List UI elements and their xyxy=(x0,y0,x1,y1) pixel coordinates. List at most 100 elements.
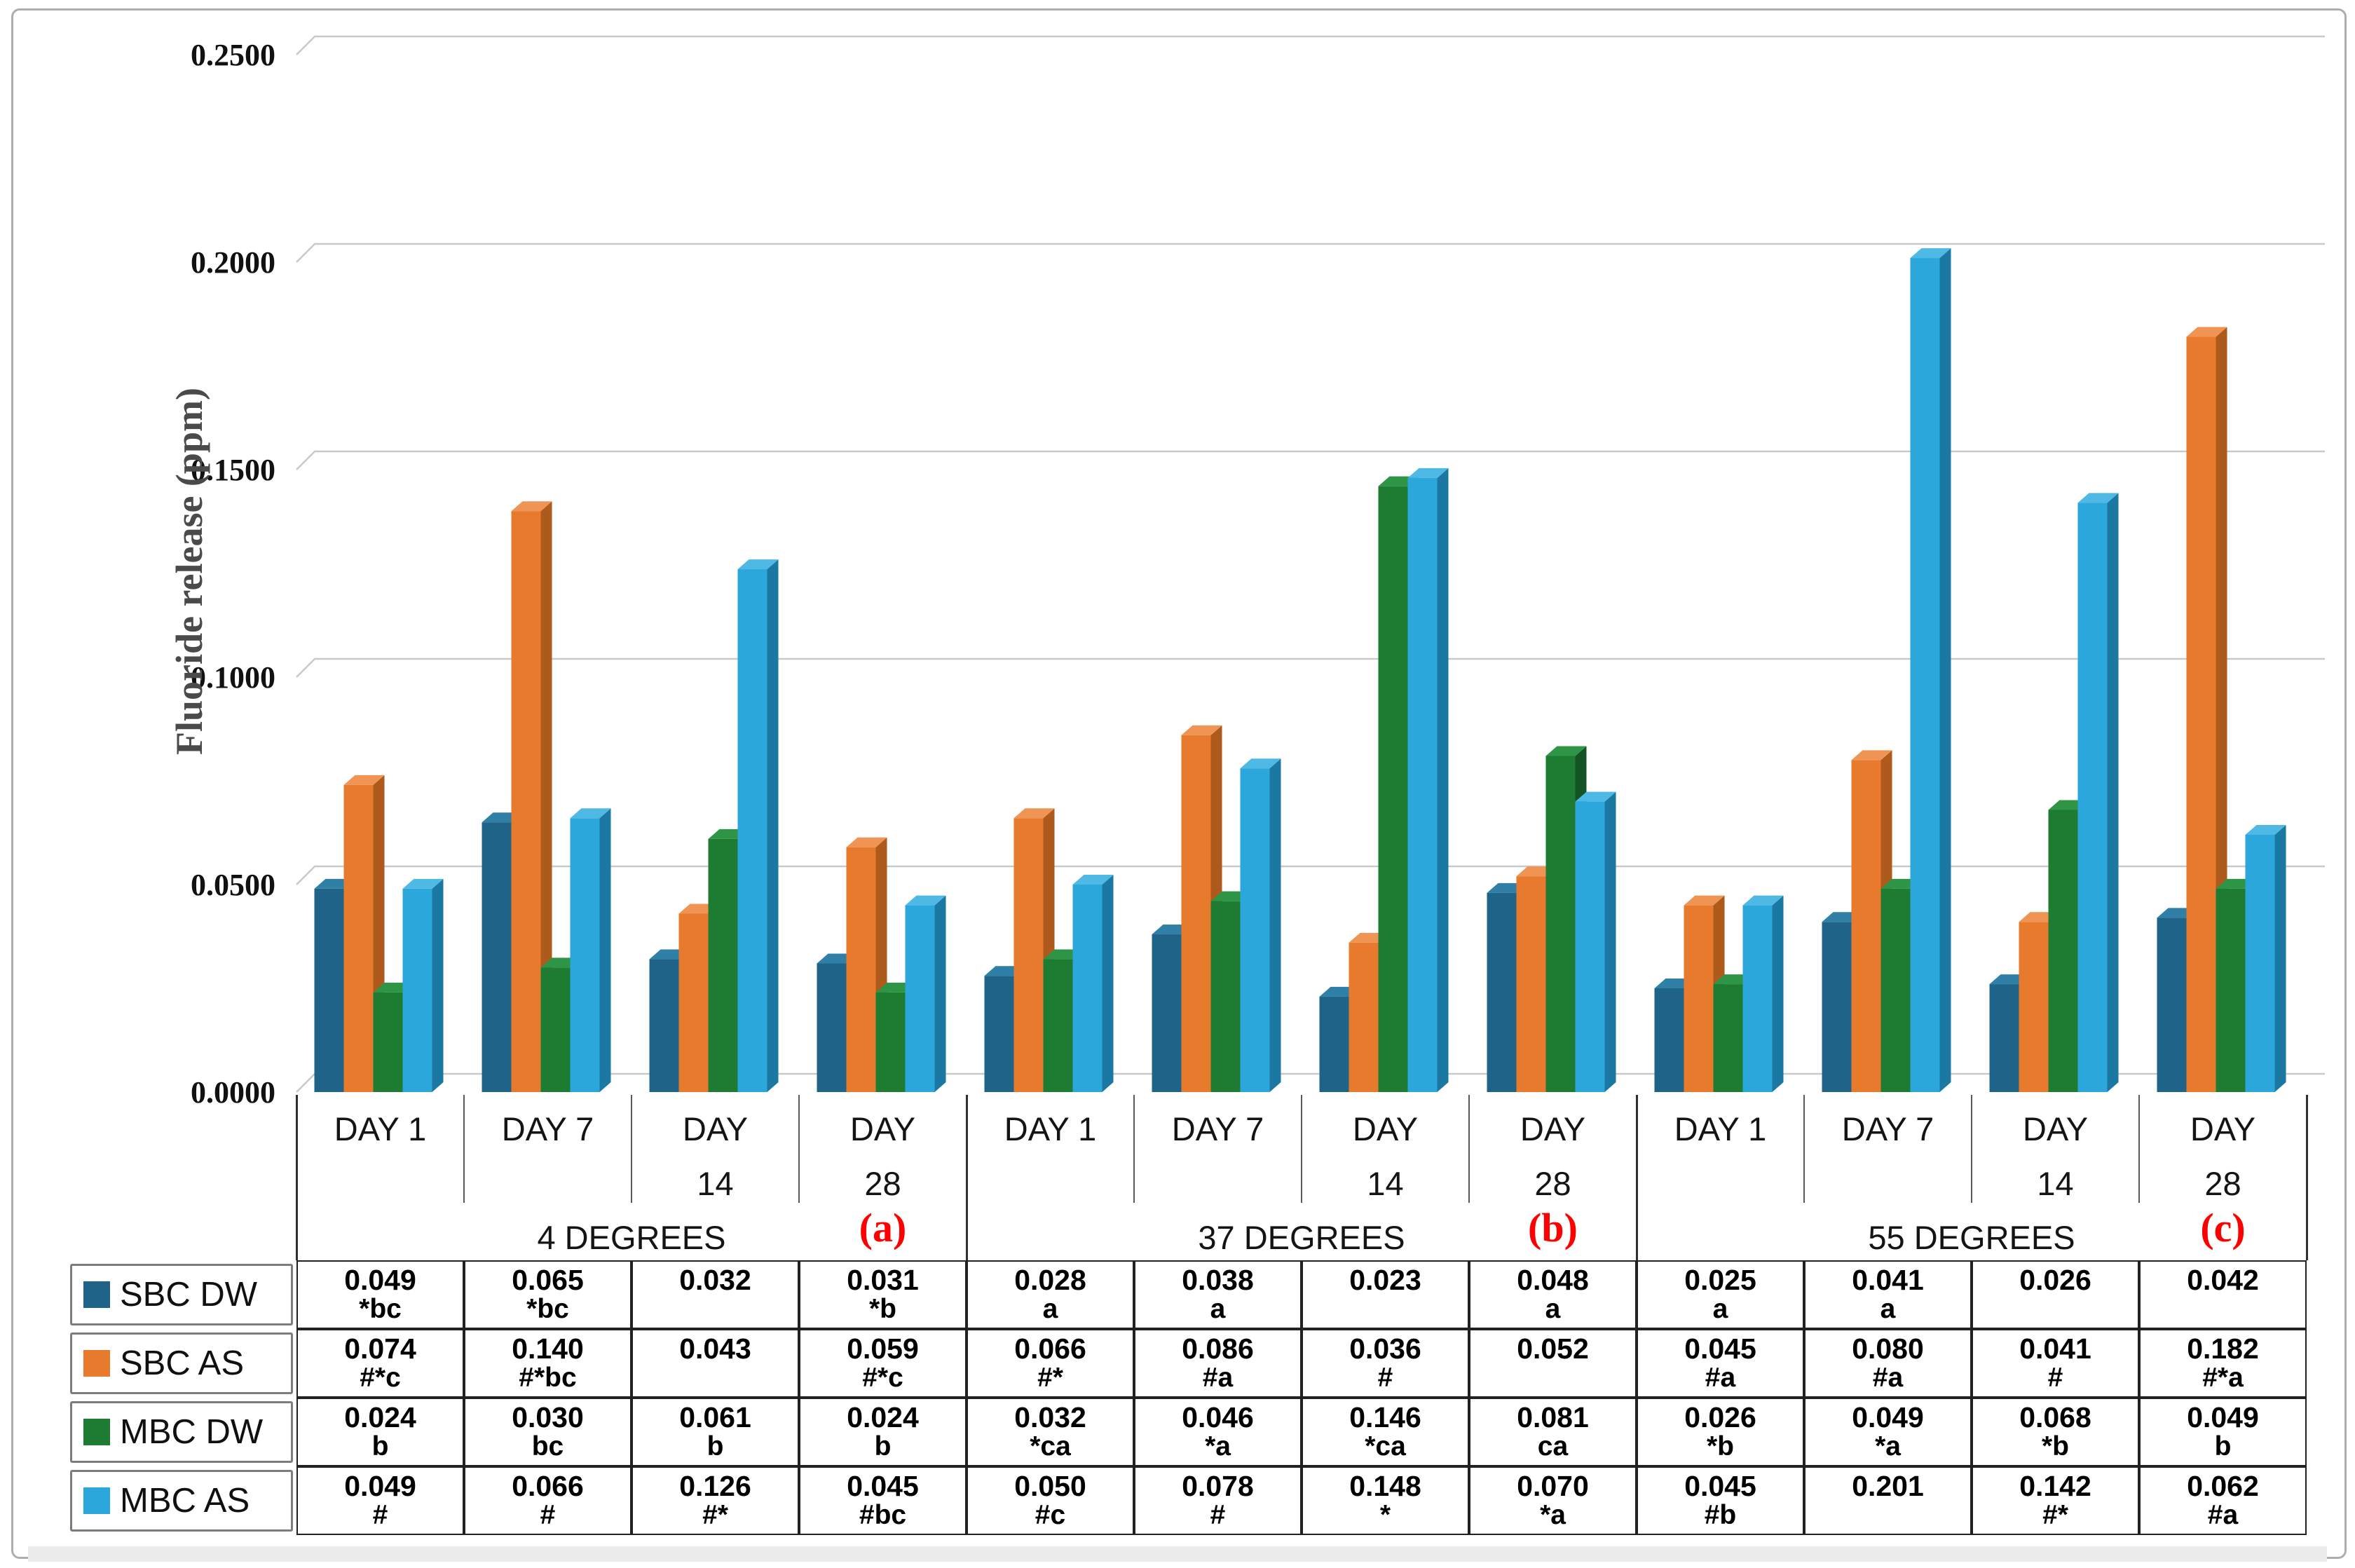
bar-SBC-DW-7 xyxy=(1487,892,1517,1092)
table-cell-SBC-DW-11: 0.042 xyxy=(2139,1260,2307,1329)
cell-value: 0.028 xyxy=(1014,1264,1086,1296)
cell-value: 0.081 xyxy=(1517,1401,1589,1433)
day-header: DAY 7 xyxy=(464,1102,632,1157)
bar-SBC-DW-10 xyxy=(1989,984,2019,1092)
cell-value: 0.049 xyxy=(344,1264,416,1296)
cell-value: 0.052 xyxy=(1517,1332,1589,1365)
cell-value: 0.049 xyxy=(344,1470,416,1502)
cell-value: 0.061 xyxy=(679,1401,751,1433)
bar-SBC-AS-1 xyxy=(511,511,541,1092)
day-header: DAY 28 xyxy=(2139,1102,2307,1211)
day-separator-line xyxy=(1468,1095,1470,1203)
cell-value: 0.126 xyxy=(679,1470,751,1502)
bar-top-MBC-AS-4 xyxy=(1072,875,1114,885)
table-cell-MBC-DW-8: 0.026 *b xyxy=(1637,1398,1804,1466)
bar-MBC-AS-10 xyxy=(2077,503,2108,1092)
cell-value: 0.023 xyxy=(1349,1264,1421,1296)
bar-SBC-DW-3 xyxy=(817,963,847,1092)
bar-top-MBC-AS-10 xyxy=(2077,493,2119,503)
cell-note: * xyxy=(1379,1500,1391,1531)
day-header-line: DAY 1 xyxy=(1004,1110,1097,1147)
bar-MBC-AS-1 xyxy=(570,818,600,1092)
bar-top-MBC-AS-9 xyxy=(1910,248,1951,259)
bar-MBC-AS-11 xyxy=(2245,834,2275,1092)
bar-MBC-AS-2 xyxy=(737,569,767,1092)
bar-MBC-DW-0 xyxy=(373,992,403,1092)
cell-note: *b xyxy=(869,1294,896,1325)
panel-letter: (c) xyxy=(2200,1205,2246,1250)
bar-MBC-AS-5 xyxy=(1240,768,1270,1092)
day-header: DAY 28 xyxy=(1469,1102,1637,1211)
cell-note: # xyxy=(540,1500,556,1531)
bar-side-SBC-AS-1 xyxy=(540,501,552,1092)
bar-MBC-AS-0 xyxy=(402,888,432,1092)
y-axis-title: Fluoride release (ppm) xyxy=(168,388,210,755)
bar-top-SBC-AS-3 xyxy=(846,837,887,847)
bar-top-MBC-AS-0 xyxy=(402,878,444,889)
cell-value: 0.045 xyxy=(1684,1470,1756,1502)
bar-SBC-AS-11 xyxy=(2186,336,2216,1092)
bar-SBC-AS-10 xyxy=(2019,922,2049,1092)
cell-note: a xyxy=(1042,1294,1058,1325)
day-header-line: DAY xyxy=(682,1110,749,1147)
cell-value: 0.026 xyxy=(1684,1401,1756,1433)
cell-note: #a xyxy=(1705,1363,1736,1393)
cell-value: 0.036 xyxy=(1349,1332,1421,1365)
table-cell-MBC-DW-6: 0.146 *ca xyxy=(1302,1398,1469,1466)
gridline xyxy=(296,450,2325,470)
cell-value: 0.148 xyxy=(1349,1470,1421,1502)
legend-item: SBC DW xyxy=(70,1264,293,1325)
bar-MBC-DW-9 xyxy=(1880,888,1911,1092)
bar-top-MBC-AS-3 xyxy=(905,895,946,906)
cell-value: 0.146 xyxy=(1349,1401,1421,1433)
bar-SBC-AS-2 xyxy=(678,913,709,1092)
day-header-line: DAY xyxy=(849,1110,916,1147)
day-header-line: 14 xyxy=(2037,1165,2074,1202)
cell-value: 0.041 xyxy=(1852,1264,1924,1296)
y-tick-label: 0.1000 xyxy=(191,660,275,695)
cell-value: 0.086 xyxy=(1182,1332,1254,1365)
bar-side-MBC-AS-5 xyxy=(1269,758,1281,1092)
table-cell-MBC-AS-11: 0.062 #a xyxy=(2139,1466,2307,1535)
cell-note: a xyxy=(1880,1294,1896,1325)
bar-side-MBC-AS-1 xyxy=(599,808,611,1092)
bar-side-MBC-AS-4 xyxy=(1102,875,1114,1092)
cell-note: #* xyxy=(1037,1363,1063,1393)
cell-value: 0.066 xyxy=(512,1470,584,1502)
y-tick-label: 0.0000 xyxy=(191,1075,275,1110)
table-cell-MBC-DW-4: 0.032 *ca xyxy=(967,1398,1134,1466)
table-cell-SBC-AS-0: 0.074 #*c xyxy=(296,1329,464,1398)
cell-note: *a xyxy=(1875,1431,1901,1462)
cell-note: *ca xyxy=(1365,1431,1406,1462)
cell-value: 0.045 xyxy=(1684,1332,1756,1365)
day-header: DAY 14 xyxy=(1302,1102,1469,1211)
day-header-line: 28 xyxy=(1534,1165,1571,1202)
cell-note: *bc xyxy=(359,1294,402,1325)
cell-note: b xyxy=(706,1431,724,1462)
legend-item: SBC AS xyxy=(70,1332,293,1394)
bar-top-MBC-AS-2 xyxy=(737,559,779,570)
day-header-line: DAY xyxy=(2190,1110,2256,1147)
bar-SBC-DW-2 xyxy=(649,959,679,1092)
table-cell-SBC-AS-1: 0.140 #*bc xyxy=(464,1329,632,1398)
table-cell-SBC-AS-2: 0.043 xyxy=(632,1329,799,1398)
bar-top-SBC-AS-8 xyxy=(1684,895,1725,906)
table-cell-MBC-AS-4: 0.050 #c xyxy=(967,1466,1134,1535)
group-boundary-line xyxy=(2305,1095,2308,1260)
y-tick-label: 0.2000 xyxy=(191,245,275,280)
bar-MBC-AS-3 xyxy=(905,905,935,1092)
cell-note: *bc xyxy=(526,1294,569,1325)
cell-note: b xyxy=(874,1431,892,1462)
bar-MBC-AS-7 xyxy=(1575,801,1605,1092)
table-cell-MBC-DW-0: 0.024 b xyxy=(296,1398,464,1466)
day-header: DAY 7 xyxy=(1134,1102,1302,1157)
bar-SBC-AS-6 xyxy=(1349,942,1379,1092)
bar-top-SBC-AS-4 xyxy=(1013,808,1055,819)
bar-side-MBC-AS-8 xyxy=(1772,895,1784,1092)
cell-value: 0.049 xyxy=(1852,1401,1924,1433)
table-cell-MBC-AS-1: 0.066 # xyxy=(464,1466,632,1535)
cell-note: #*c xyxy=(862,1363,903,1393)
bar-top-SBC-AS-5 xyxy=(1181,725,1222,735)
bar-top-SBC-AS-1 xyxy=(511,501,552,512)
group-boundary-line xyxy=(1635,1095,1638,1260)
